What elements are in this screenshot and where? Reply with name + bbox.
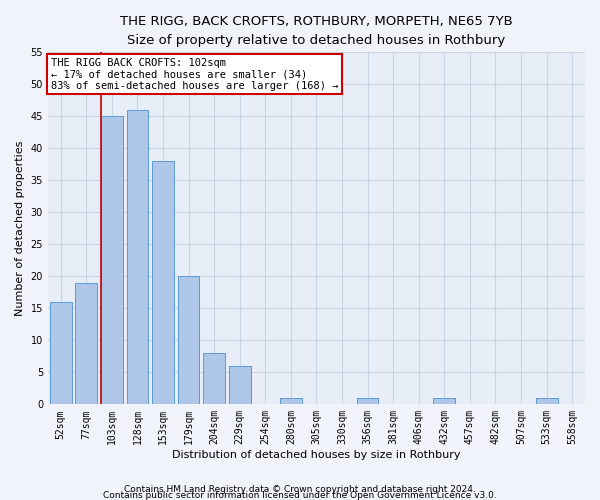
Bar xyxy=(536,398,557,404)
Bar xyxy=(127,110,148,405)
Text: THE RIGG BACK CROFTS: 102sqm
← 17% of detached houses are smaller (34)
83% of se: THE RIGG BACK CROFTS: 102sqm ← 17% of de… xyxy=(50,58,338,91)
Bar xyxy=(433,398,455,404)
Bar xyxy=(101,116,123,405)
Bar xyxy=(203,353,225,405)
Text: Contains HM Land Registry data © Crown copyright and database right 2024.: Contains HM Land Registry data © Crown c… xyxy=(124,484,476,494)
Bar xyxy=(178,276,199,404)
Bar xyxy=(229,366,251,405)
Text: Contains public sector information licensed under the Open Government Licence v3: Contains public sector information licen… xyxy=(103,490,497,500)
Bar xyxy=(76,282,97,405)
Y-axis label: Number of detached properties: Number of detached properties xyxy=(15,140,25,316)
Bar xyxy=(357,398,379,404)
Bar xyxy=(152,161,174,404)
Bar xyxy=(280,398,302,404)
Bar xyxy=(50,302,71,404)
Title: THE RIGG, BACK CROFTS, ROTHBURY, MORPETH, NE65 7YB
Size of property relative to : THE RIGG, BACK CROFTS, ROTHBURY, MORPETH… xyxy=(120,15,513,47)
X-axis label: Distribution of detached houses by size in Rothbury: Distribution of detached houses by size … xyxy=(172,450,461,460)
